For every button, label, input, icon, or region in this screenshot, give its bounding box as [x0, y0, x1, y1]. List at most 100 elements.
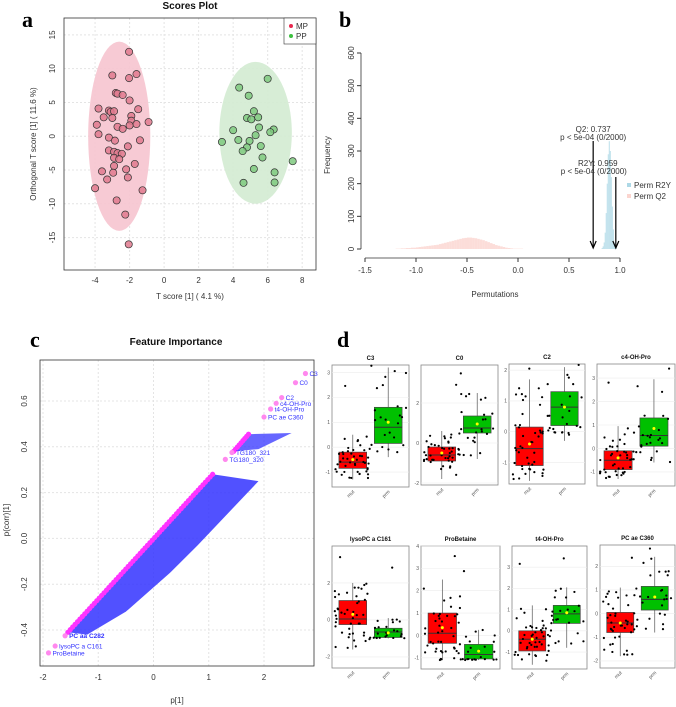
jitter-point [457, 652, 460, 655]
panel-label-a: a [22, 7, 33, 32]
jitter-point [565, 422, 568, 426]
data-point-pp [258, 153, 267, 162]
jitter-point [618, 635, 621, 638]
boxplot-pc-ae-c360: -2 -1 0 1 2 PC ae C360 mut prm [594, 536, 676, 681]
jitter-point [620, 624, 624, 627]
jitter-point [347, 636, 350, 639]
jitter-point [391, 621, 394, 624]
data-point-pp [235, 83, 244, 92]
y-tick-label: 0.0 [20, 532, 29, 544]
jitter-point [567, 621, 571, 624]
jitter-point [340, 473, 343, 476]
jitter-point [626, 456, 629, 460]
jitter-point [423, 632, 427, 635]
histogram-bar-perm-q2 [487, 242, 490, 249]
jitter-point [357, 600, 360, 603]
jitter-point [365, 470, 368, 473]
y-tick-label: -2 [415, 481, 420, 487]
jitter-point [346, 608, 349, 611]
jitter-point [570, 642, 573, 645]
jitter-point [541, 619, 544, 622]
jitter-point [630, 458, 633, 461]
jitter-point [473, 441, 476, 444]
histogram-bar-perm-q2 [438, 244, 442, 249]
jitter-point [568, 395, 572, 398]
jitter-point [402, 444, 405, 447]
jitter-point [606, 616, 609, 619]
jitter-point [429, 460, 432, 464]
jitter-point [646, 434, 649, 437]
data-point-pp [217, 138, 226, 146]
y-tick-label: 2 [595, 564, 598, 570]
y-tick-label: 0 [416, 441, 419, 447]
y-tick-label: 3 [416, 566, 419, 572]
x-tick-label: -0.5 [460, 266, 474, 275]
jitter-point [458, 595, 462, 598]
data-point-mp [112, 196, 121, 205]
boxplot-c2: -1 0 1 2 C2 mut prm [503, 355, 586, 497]
jitter-point [555, 618, 558, 621]
jitter-point [623, 470, 626, 474]
jitter-point [334, 625, 337, 628]
jitter-point [424, 454, 428, 457]
jitter-point [353, 586, 356, 589]
jitter-point [579, 426, 582, 429]
data-point-mp [132, 70, 141, 79]
jitter-point [541, 432, 544, 435]
jitter-point [537, 387, 540, 390]
jitter-point [395, 618, 398, 621]
boxplot-title: C2 [543, 355, 551, 361]
y-tick-label: -0.4 [20, 623, 29, 637]
feature-point-highlight [279, 394, 285, 401]
jitter-point [637, 425, 641, 428]
jitter-point [648, 436, 651, 439]
boxplot-probetaine: -1 0 1 2 3 4 ProBetaine mut prm [415, 537, 501, 682]
jitter-point [520, 393, 523, 396]
jitter-point [573, 610, 576, 613]
jitter-point [444, 456, 447, 460]
data-point-pp [239, 178, 248, 187]
jitter-point [604, 595, 608, 598]
data-point-mp [118, 91, 127, 99]
jitter-point [334, 614, 337, 617]
jitter-point [396, 405, 399, 408]
jitter-point [562, 557, 565, 560]
jitter-point [447, 459, 450, 462]
jitter-point [641, 601, 644, 604]
jitter-point [519, 445, 522, 448]
jitter-point [362, 460, 365, 464]
jitter-point [520, 464, 524, 468]
jitter-point [658, 570, 661, 573]
jitter-point [607, 381, 610, 384]
jitter-point [400, 416, 404, 419]
histogram-bar-perm-q2 [444, 242, 447, 249]
jitter-point [343, 437, 346, 440]
boxplot-c3: -1 0 1 2 3 C3 mut prm [326, 356, 410, 500]
x-tick-label: mut [526, 671, 537, 682]
jitter-point [482, 413, 486, 416]
jitter-point [516, 653, 520, 657]
jitter-point [340, 631, 344, 634]
jitter-point [623, 653, 626, 656]
perm-ylabel: Frequency [323, 136, 332, 174]
histogram-bar-perm-q2 [456, 239, 460, 249]
jitter-point [387, 448, 390, 451]
jitter-point [546, 383, 549, 386]
jitter-point [404, 371, 408, 375]
data-point-pp [234, 135, 243, 144]
histogram-bar-perm-q2 [449, 241, 452, 249]
jitter-point [546, 653, 549, 657]
jitter-point [351, 632, 355, 635]
histogram-bar-perm-q2 [421, 246, 424, 249]
jitter-point [606, 592, 609, 595]
histogram-bar-perm-q2 [416, 247, 419, 249]
histogram-bar-perm-q2 [451, 240, 455, 249]
plot-frame [39, 359, 315, 667]
jitter-point [650, 557, 653, 560]
histogram-bar-perm-r2y [607, 154, 609, 249]
jitter-point [664, 570, 667, 573]
jitter-point [619, 454, 622, 457]
jitter-point [657, 438, 660, 442]
jitter-point [545, 659, 548, 662]
jitter-point [559, 587, 562, 590]
